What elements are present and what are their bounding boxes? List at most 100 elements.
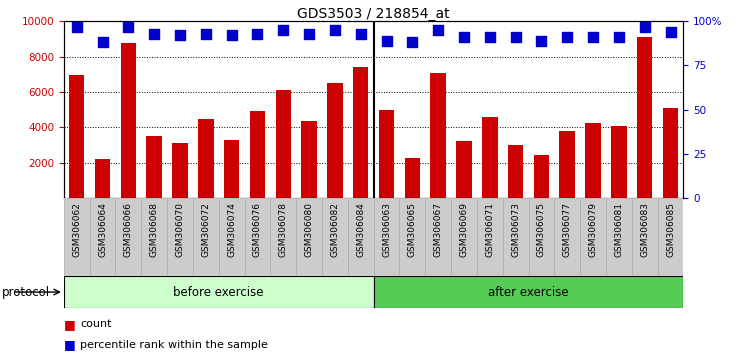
Text: GSM306075: GSM306075 xyxy=(537,202,546,257)
Bar xyxy=(69,75,85,198)
Bar xyxy=(400,198,425,276)
Text: percentile rank within the sample: percentile rank within the sample xyxy=(80,340,268,350)
Bar xyxy=(276,90,291,198)
Text: GSM306082: GSM306082 xyxy=(330,202,339,257)
Text: GSM306063: GSM306063 xyxy=(382,202,391,257)
Point xyxy=(354,31,366,36)
Text: GSM306085: GSM306085 xyxy=(666,202,675,257)
Point xyxy=(638,24,650,29)
Text: GSM306074: GSM306074 xyxy=(227,202,236,257)
Point xyxy=(148,31,160,36)
Bar xyxy=(554,198,580,276)
Bar xyxy=(534,155,549,198)
Bar xyxy=(322,198,348,276)
Point xyxy=(122,24,134,29)
Text: GSM306073: GSM306073 xyxy=(511,202,520,257)
Point xyxy=(381,38,393,44)
Text: GSM306083: GSM306083 xyxy=(640,202,649,257)
Text: protocol: protocol xyxy=(2,286,50,298)
Bar xyxy=(193,198,219,276)
Point xyxy=(458,34,470,40)
Point xyxy=(329,27,341,33)
Text: after exercise: after exercise xyxy=(488,286,569,298)
Bar xyxy=(219,198,245,276)
Bar xyxy=(348,198,374,276)
Bar xyxy=(405,158,420,198)
Bar xyxy=(121,44,136,198)
Bar xyxy=(172,143,188,198)
Bar xyxy=(353,67,369,198)
Bar xyxy=(606,198,632,276)
Text: GSM306070: GSM306070 xyxy=(176,202,185,257)
Bar xyxy=(477,198,502,276)
Text: GSM306084: GSM306084 xyxy=(356,202,365,257)
Bar xyxy=(249,110,265,198)
Bar xyxy=(658,198,683,276)
Text: before exercise: before exercise xyxy=(173,286,264,298)
Text: GSM306078: GSM306078 xyxy=(279,202,288,257)
Text: ■: ■ xyxy=(64,318,76,331)
Point xyxy=(484,34,496,40)
Point xyxy=(587,34,599,40)
Point xyxy=(561,34,573,40)
Bar xyxy=(611,126,626,198)
Bar xyxy=(482,117,498,198)
Text: count: count xyxy=(80,319,112,329)
Text: GSM306071: GSM306071 xyxy=(485,202,494,257)
Text: GSM306067: GSM306067 xyxy=(433,202,442,257)
Bar xyxy=(301,121,317,198)
Text: GSM306064: GSM306064 xyxy=(98,202,107,257)
Text: GSM306081: GSM306081 xyxy=(614,202,623,257)
Bar xyxy=(64,276,374,308)
Point xyxy=(97,40,109,45)
Bar xyxy=(141,198,167,276)
Text: GDS3503 / 218854_at: GDS3503 / 218854_at xyxy=(297,7,450,21)
Text: GSM306069: GSM306069 xyxy=(460,202,469,257)
Text: GSM306062: GSM306062 xyxy=(72,202,81,257)
Bar xyxy=(559,131,575,198)
Text: GSM306065: GSM306065 xyxy=(408,202,417,257)
Point xyxy=(303,31,315,36)
Text: GSM306077: GSM306077 xyxy=(562,202,572,257)
Point xyxy=(432,27,444,33)
Bar xyxy=(581,198,606,276)
Bar xyxy=(508,145,523,198)
Text: GSM306076: GSM306076 xyxy=(253,202,262,257)
Bar xyxy=(632,198,658,276)
Point xyxy=(71,24,83,29)
Text: GSM306079: GSM306079 xyxy=(589,202,598,257)
Point xyxy=(535,38,547,44)
Bar xyxy=(637,37,653,198)
Point xyxy=(200,31,212,36)
Text: ■: ■ xyxy=(64,338,76,351)
Point xyxy=(174,33,186,38)
Bar xyxy=(425,198,451,276)
Bar xyxy=(116,198,141,276)
Bar xyxy=(224,140,240,198)
Bar xyxy=(457,141,472,198)
Point xyxy=(510,34,522,40)
Bar xyxy=(64,198,89,276)
Bar xyxy=(89,198,116,276)
Bar xyxy=(374,276,683,308)
Point xyxy=(665,29,677,35)
Bar xyxy=(95,159,110,198)
Bar xyxy=(662,108,678,198)
Text: GSM306066: GSM306066 xyxy=(124,202,133,257)
Bar xyxy=(502,198,529,276)
Bar xyxy=(374,198,400,276)
Bar xyxy=(379,110,394,198)
Point xyxy=(406,40,418,45)
Bar xyxy=(167,198,193,276)
Bar xyxy=(245,198,270,276)
Text: GSM306068: GSM306068 xyxy=(149,202,158,257)
Point xyxy=(225,33,237,38)
Text: GSM306072: GSM306072 xyxy=(201,202,210,257)
Bar xyxy=(430,74,446,198)
Point xyxy=(277,27,289,33)
Bar xyxy=(327,83,342,198)
Bar xyxy=(270,198,296,276)
Bar xyxy=(146,136,162,198)
Text: GSM306080: GSM306080 xyxy=(305,202,314,257)
Bar xyxy=(529,198,554,276)
